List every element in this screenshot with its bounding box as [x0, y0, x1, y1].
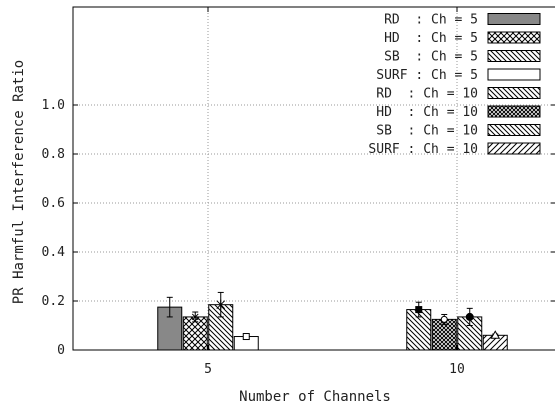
axes — [72, 6, 555, 351]
marker-x — [191, 313, 199, 321]
x-tick-label: 10 — [449, 362, 465, 377]
y-tick-label: 0.4 — [42, 245, 66, 260]
legend-swatch — [487, 31, 541, 44]
legend-label: SURF : Ch = 5 — [376, 68, 478, 83]
y-tick-label: 1.0 — [42, 98, 65, 113]
legend-swatch — [487, 50, 541, 62]
x-axis-title: Number of Channels — [239, 389, 391, 405]
tick-labels: 0 0.2 0.4 0.6 0.8 1.0 5 10 — [42, 98, 465, 377]
marker-star — [216, 299, 226, 310]
grid-lines — [73, 7, 555, 350]
y-axis-title: PR Harmful Interference Ratio — [11, 60, 27, 304]
legend-label: RD : Ch = 5 — [384, 13, 478, 28]
marker-circle-filled — [465, 312, 474, 321]
legend-label: HD : Ch = 10 — [376, 105, 478, 120]
legend-label: SB : Ch = 10 — [376, 124, 478, 139]
legend-swatch — [487, 105, 541, 118]
y-tick-label: 0 — [57, 343, 65, 358]
marker-square — [242, 333, 250, 341]
marker-circle — [440, 315, 448, 323]
legend-label: HD : Ch = 5 — [384, 31, 478, 46]
marker-square-filled — [415, 306, 423, 314]
y-tick-label: 0.8 — [42, 147, 65, 162]
legend-swatch — [487, 68, 541, 81]
legend-label: SURF : Ch = 10 — [368, 142, 478, 157]
legend-swatch — [487, 124, 541, 136]
x-tick-label: 5 — [204, 362, 212, 377]
y-tick-label: 0.6 — [42, 196, 65, 211]
legend-swatch — [487, 13, 541, 25]
y-tick-label: 0.2 — [42, 294, 65, 309]
legend-swatch — [487, 87, 541, 99]
legend-label: RD : Ch = 10 — [376, 87, 478, 102]
legend-label: SB : Ch = 5 — [384, 50, 478, 65]
plot-frame — [72, 6, 555, 351]
marker-triangle — [490, 330, 501, 339]
legend: RD : Ch = 5 HD : Ch = 5 SB : Ch = 5 SURF : … — [368, 13, 541, 157]
legend-swatch — [487, 142, 541, 155]
